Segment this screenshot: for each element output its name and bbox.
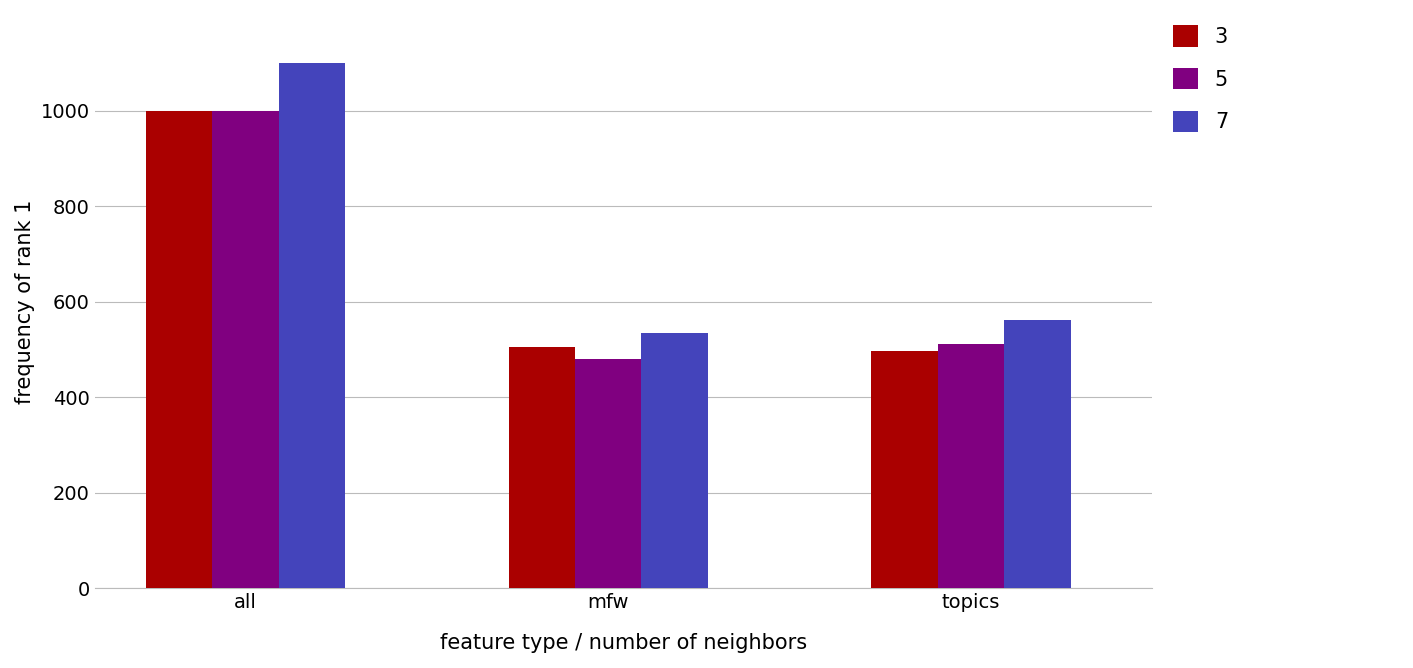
Bar — [278, 63, 345, 589]
Bar — [575, 359, 642, 589]
Bar — [1005, 320, 1071, 589]
Bar — [642, 333, 708, 589]
Y-axis label: frequency of rank 1: frequency of rank 1 — [16, 200, 35, 404]
Bar — [872, 351, 938, 589]
Bar — [146, 110, 212, 589]
Legend: 3, 5, 7: 3, 5, 7 — [1173, 25, 1228, 132]
X-axis label: feature type / number of neighbors: feature type / number of neighbors — [439, 633, 807, 653]
Bar — [509, 347, 575, 589]
Bar — [938, 344, 1005, 589]
Bar — [212, 110, 278, 589]
